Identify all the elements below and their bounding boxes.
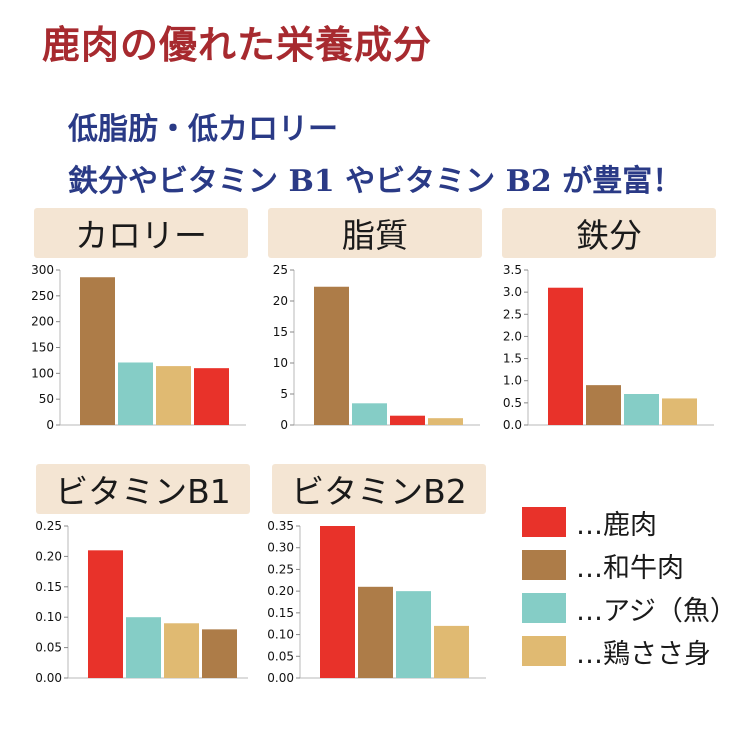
chart-vitamin-b1-svg: 0.00 0.05 0.10 0.15 0.20 0.25 bbox=[35, 519, 248, 685]
legend-swatch bbox=[522, 507, 566, 537]
y-tick-label: 0.20 bbox=[267, 584, 294, 598]
chart-title-iron: 鉄分 bbox=[502, 208, 716, 258]
bar bbox=[320, 526, 355, 678]
y-tick-label: 25 bbox=[273, 263, 288, 277]
y-tick-label: 0.0 bbox=[503, 418, 522, 432]
bar bbox=[88, 550, 123, 678]
y-tick-label: 150 bbox=[31, 341, 54, 355]
chart-title-calories: カロリー bbox=[34, 208, 248, 258]
y-tick-label: 3.0 bbox=[503, 285, 522, 299]
chart-iron: 0.0 0.5 1.0 1.5 2.0 2.5 3.0 3.5 bbox=[503, 263, 714, 432]
y-tick-label: 0.05 bbox=[267, 649, 294, 663]
y-tick-label: 2.5 bbox=[503, 307, 522, 321]
bar bbox=[314, 286, 349, 425]
legend-label: …鹿肉 bbox=[576, 509, 657, 541]
bar bbox=[80, 277, 115, 425]
y-tick-label: 0.05 bbox=[35, 641, 62, 655]
y-tick-label: 0.15 bbox=[267, 606, 294, 620]
y-tick-label: 0.20 bbox=[35, 549, 62, 563]
chart-vitamin-b1: 0.00 0.05 0.10 0.15 0.20 0.25 bbox=[35, 519, 248, 685]
legend-swatch bbox=[522, 593, 566, 623]
bar bbox=[194, 368, 229, 425]
y-tick-label: 0.5 bbox=[503, 396, 522, 410]
legend-swatch bbox=[522, 550, 566, 580]
chart-calories: 0 50 100 150 200 250 300 bbox=[31, 263, 246, 432]
y-tick-label: 5 bbox=[280, 387, 288, 401]
bar bbox=[202, 629, 237, 678]
y-tick-label: 0.35 bbox=[267, 519, 294, 533]
legend-label: …鶏ささ身 bbox=[576, 638, 711, 670]
bar bbox=[428, 418, 463, 425]
legend-item-wagyu: …和牛肉 bbox=[522, 545, 737, 585]
bar bbox=[118, 362, 153, 425]
legend-item-aji: …アジ（魚） bbox=[522, 588, 737, 628]
legend-label: …アジ（魚） bbox=[576, 595, 737, 627]
y-tick-label: 0.00 bbox=[35, 671, 62, 685]
bar bbox=[624, 394, 659, 425]
bar bbox=[396, 591, 431, 678]
bar bbox=[126, 617, 161, 678]
y-tick-label: 0.00 bbox=[267, 671, 294, 685]
y-tick-label: 1.5 bbox=[503, 352, 522, 366]
legend: …鹿肉 …和牛肉 …アジ（魚） …鶏ささ身 bbox=[522, 502, 737, 674]
y-tick-label: 20 bbox=[273, 294, 288, 308]
y-tick-label: 0 bbox=[46, 418, 54, 432]
bar bbox=[352, 403, 387, 425]
y-tick-label: 50 bbox=[39, 392, 54, 406]
bar bbox=[390, 415, 425, 425]
y-tick-label: 0.10 bbox=[267, 628, 294, 642]
subtitle-line-2: 鉄分やビタミン B1 やビタミン B2 が豊富！ bbox=[68, 164, 683, 199]
y-tick-label: 300 bbox=[31, 263, 54, 277]
y-tick-label: 0.10 bbox=[35, 610, 62, 624]
bar bbox=[358, 586, 393, 678]
bar bbox=[164, 623, 199, 678]
legend-swatch bbox=[522, 636, 566, 666]
y-tick-label: 2.0 bbox=[503, 329, 522, 343]
y-tick-label: 15 bbox=[273, 325, 288, 339]
chart-title-vitamin-b1: ビタミンB1 bbox=[36, 464, 250, 514]
chart-title-fat: 脂質 bbox=[268, 208, 482, 258]
y-tick-label: 0.25 bbox=[35, 519, 62, 533]
legend-item-chicken: …鶏ささ身 bbox=[522, 631, 737, 671]
y-tick-label: 100 bbox=[31, 366, 54, 380]
bar bbox=[156, 366, 191, 425]
chart-fat: 0 5 10 15 20 25 bbox=[273, 263, 480, 432]
chart-fat-svg: 0 5 10 15 20 25 bbox=[273, 263, 480, 432]
y-tick-label: 250 bbox=[31, 289, 54, 303]
bar bbox=[434, 625, 469, 678]
legend-label: …和牛肉 bbox=[576, 552, 684, 584]
bar bbox=[548, 287, 583, 425]
y-tick-label: 10 bbox=[273, 356, 288, 370]
y-tick-label: 0.25 bbox=[267, 562, 294, 576]
subtitle-line-1: 低脂肪・低カロリー bbox=[68, 112, 338, 147]
chart-iron-svg: 0.0 0.5 1.0 1.5 2.0 2.5 3.0 3.5 bbox=[503, 263, 714, 432]
y-tick-label: 0.30 bbox=[267, 541, 294, 555]
chart-title-vitamin-b2: ビタミンB2 bbox=[272, 464, 486, 514]
y-tick-label: 200 bbox=[31, 315, 54, 329]
y-tick-label: 1.0 bbox=[503, 374, 522, 388]
chart-vitamin-b2: 0.00 0.05 0.10 0.15 0.20 0.25 0.30 0.35 bbox=[267, 519, 486, 685]
chart-calories-svg: 0 50 100 150 200 250 300 bbox=[31, 263, 246, 432]
chart-vitamin-b2-svg: 0.00 0.05 0.10 0.15 0.20 0.25 0.30 0.35 bbox=[267, 519, 486, 685]
bar bbox=[662, 398, 697, 425]
page-title: 鹿肉の優れた栄養成分 bbox=[42, 23, 433, 67]
bar bbox=[586, 385, 621, 425]
y-tick-label: 3.5 bbox=[503, 263, 522, 277]
y-tick-label: 0 bbox=[280, 418, 288, 432]
legend-item-venison: …鹿肉 bbox=[522, 502, 737, 542]
y-tick-label: 0.15 bbox=[35, 580, 62, 594]
